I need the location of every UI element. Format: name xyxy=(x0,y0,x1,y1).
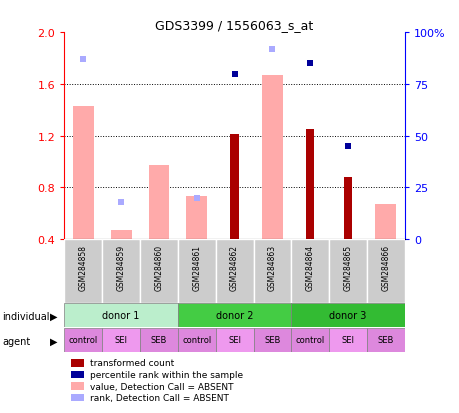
Bar xyxy=(73,107,94,240)
Bar xyxy=(178,328,215,352)
Text: rank, Detection Call = ABSENT: rank, Detection Call = ABSENT xyxy=(90,393,228,402)
Text: GSM284864: GSM284864 xyxy=(305,244,314,291)
Text: control: control xyxy=(182,335,211,344)
Bar xyxy=(111,230,131,240)
Bar xyxy=(230,135,238,240)
Bar xyxy=(64,240,102,304)
Text: SEB: SEB xyxy=(377,335,393,344)
Bar xyxy=(329,240,366,304)
Bar xyxy=(305,130,313,240)
Bar xyxy=(178,304,291,328)
Bar xyxy=(262,76,282,240)
Bar xyxy=(253,328,291,352)
Bar xyxy=(343,178,352,240)
Text: SEB: SEB xyxy=(151,335,167,344)
Bar xyxy=(178,240,215,304)
Text: SEI: SEI xyxy=(228,335,241,344)
Bar xyxy=(71,382,84,390)
Bar xyxy=(291,328,329,352)
Bar xyxy=(140,328,178,352)
Text: control: control xyxy=(68,335,98,344)
Text: ▶: ▶ xyxy=(50,311,57,321)
Text: GSM284861: GSM284861 xyxy=(192,244,201,291)
Text: GSM284863: GSM284863 xyxy=(267,244,276,291)
Bar xyxy=(329,328,366,352)
Bar xyxy=(366,328,404,352)
Text: GSM284859: GSM284859 xyxy=(117,244,125,291)
Text: control: control xyxy=(295,335,324,344)
Bar xyxy=(215,240,253,304)
Text: value, Detection Call = ABSENT: value, Detection Call = ABSENT xyxy=(90,382,233,391)
Text: SEB: SEB xyxy=(263,335,280,344)
Point xyxy=(344,143,351,150)
Text: transformed count: transformed count xyxy=(90,358,174,368)
Text: donor 1: donor 1 xyxy=(102,311,140,320)
Text: SEI: SEI xyxy=(341,335,354,344)
Text: individual: individual xyxy=(2,311,50,321)
Point xyxy=(193,195,200,202)
Title: GDS3399 / 1556063_s_at: GDS3399 / 1556063_s_at xyxy=(155,19,313,32)
Text: GSM284866: GSM284866 xyxy=(381,244,390,291)
Text: donor 2: donor 2 xyxy=(215,311,253,320)
Bar xyxy=(102,328,140,352)
Point xyxy=(79,57,87,63)
Bar xyxy=(71,359,84,367)
Bar xyxy=(375,205,396,240)
Bar xyxy=(71,394,84,401)
Text: donor 3: donor 3 xyxy=(329,311,366,320)
Text: percentile rank within the sample: percentile rank within the sample xyxy=(90,370,242,379)
Text: SEI: SEI xyxy=(114,335,127,344)
Text: ▶: ▶ xyxy=(50,336,57,346)
Bar xyxy=(253,240,291,304)
Point xyxy=(230,71,238,78)
Point xyxy=(306,61,313,67)
Bar xyxy=(215,328,253,352)
Bar xyxy=(148,166,169,240)
Bar xyxy=(291,240,329,304)
Point xyxy=(268,46,275,53)
Bar xyxy=(64,304,178,328)
Bar xyxy=(366,240,404,304)
Text: GSM284862: GSM284862 xyxy=(230,244,239,291)
Bar xyxy=(64,328,102,352)
Bar xyxy=(186,197,207,240)
Text: GSM284860: GSM284860 xyxy=(154,244,163,291)
Bar xyxy=(140,240,178,304)
Bar xyxy=(102,240,140,304)
Bar xyxy=(291,304,404,328)
Point xyxy=(117,199,124,206)
Text: GSM284858: GSM284858 xyxy=(78,244,88,291)
Text: GSM284865: GSM284865 xyxy=(343,244,352,291)
Bar xyxy=(71,371,84,378)
Text: agent: agent xyxy=(2,336,30,346)
